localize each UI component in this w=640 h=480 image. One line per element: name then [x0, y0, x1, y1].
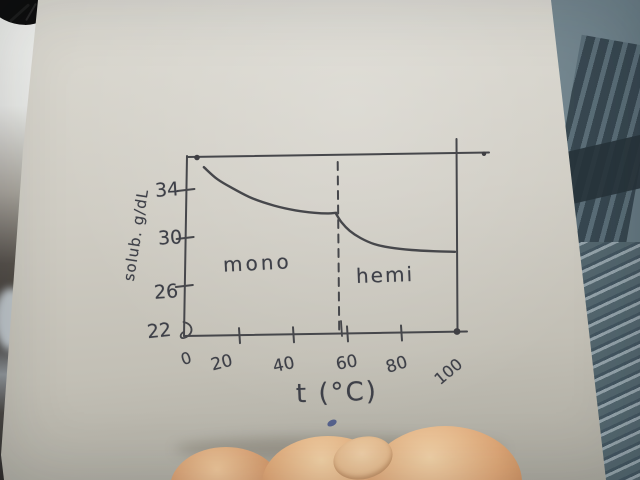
top-border-line	[186, 151, 490, 158]
y-axis-tick	[174, 284, 194, 288]
x-axis-tick	[292, 326, 295, 344]
x-axis-tick	[238, 327, 241, 345]
y-axis-tick	[176, 188, 196, 192]
y-tick-label-26: 26	[153, 280, 179, 304]
y-axis-tick	[175, 236, 195, 240]
solubility-curve-hemi	[335, 212, 457, 253]
phase-boundary-dashed-line	[336, 161, 341, 331]
y-tick-label-34: 34	[154, 178, 180, 202]
x-axis-tick	[400, 324, 403, 342]
right-border-line	[455, 138, 459, 333]
extra-dash-mark	[340, 320, 343, 337]
x-axis-line	[183, 330, 468, 337]
y-tick-label-30: 30	[157, 226, 183, 250]
region-label-hemi: hemi	[355, 261, 415, 289]
bottom-right-dot	[453, 328, 461, 335]
x-tick-label-60: 60	[334, 351, 360, 375]
top-line-end-dot	[481, 151, 487, 156]
x-axis-title: t (°C)	[295, 376, 379, 410]
y-tick-label-22: 22	[145, 318, 173, 344]
solubility-curve-mono	[202, 166, 338, 215]
region-label-mono: mono	[222, 249, 293, 277]
axis-corner-pen-curl	[179, 321, 193, 340]
y-axis-line	[183, 155, 188, 337]
top-left-dot	[194, 154, 200, 161]
x-axis-tick	[346, 325, 349, 343]
